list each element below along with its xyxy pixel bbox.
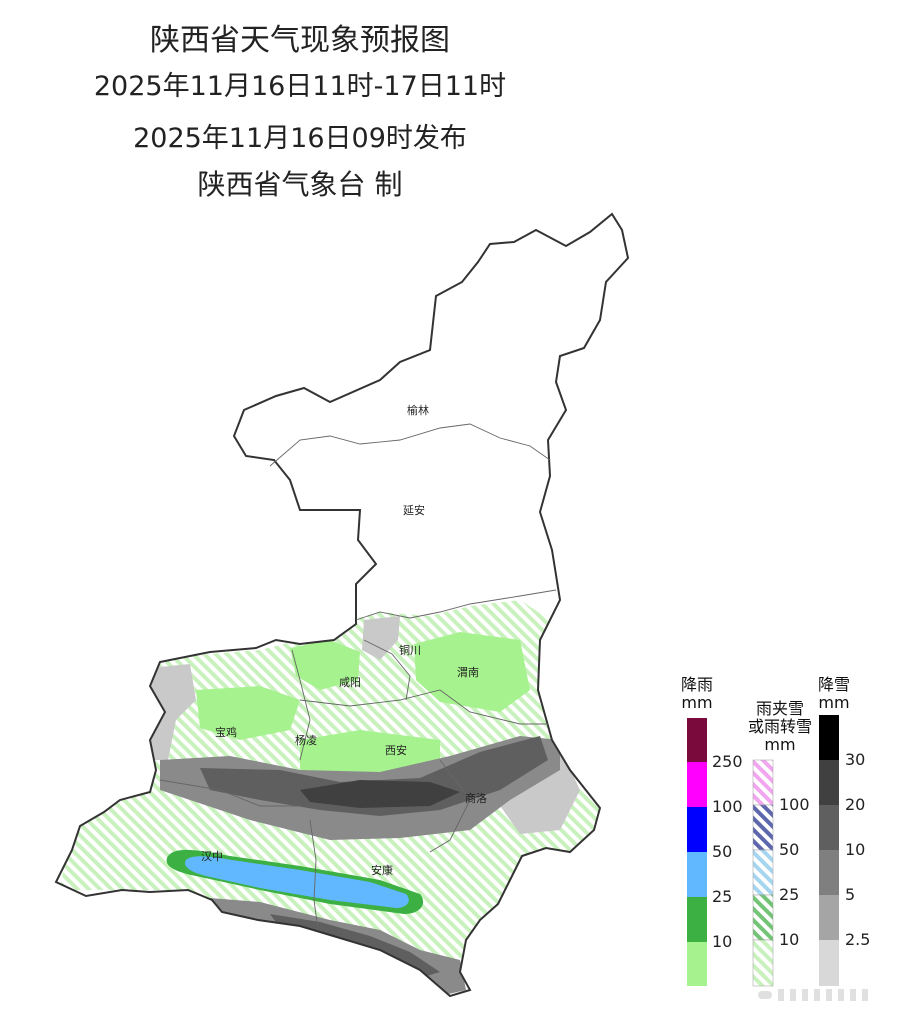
legend-sleet-title-line1: 雨夹雪 (755, 699, 804, 718)
legend-rain-swatch-base (687, 942, 707, 986)
legend-rain-label-50: 50 (712, 842, 732, 861)
legend-snow-title: 降雪 mm (814, 676, 854, 712)
legend-rain-label-25: 25 (712, 887, 732, 906)
legend-sleet-title: 雨夹雪 或雨转雪 mm (740, 700, 820, 754)
legend-sleet-swatch-base (752, 939, 774, 987)
city-label-tongchuan: 铜川 (399, 643, 421, 657)
rain-10-area-baoji (196, 686, 300, 740)
city-label-baoji: 宝鸡 (215, 725, 237, 739)
legend-snow-unit: mm (818, 693, 850, 712)
legend-sleet-label-25: 25 (779, 885, 799, 904)
legend-rain-label-100: 100 (712, 797, 743, 816)
city-label-shangluo: 商洛 (465, 791, 487, 805)
city-label-yangling: 杨凌 (295, 733, 317, 747)
legend-sleet: 100 50 25 10 (752, 759, 810, 987)
city-labels: 榆林 延安 铜川 咸阳 渭南 宝鸡 杨凌 西安 商洛 汉中 安康 (201, 403, 487, 877)
legend-snow-swatch-30plus (819, 715, 839, 760)
legend-sleet-swatch-100plus (752, 759, 774, 806)
legend-snow-swatch-10 (819, 805, 839, 850)
city-label-hanzhong: 汉中 (201, 850, 223, 863)
rain-10-area-north (290, 640, 360, 690)
legend-snow-label-30: 30 (845, 750, 865, 769)
legend-sleet-label-100: 100 (779, 795, 810, 814)
issuer: 陕西省气象台 制 (197, 168, 403, 201)
legend-sleet-swatch-50 (752, 804, 774, 851)
map-title-block: 陕西省天气现象预报图 2025年11月16日11时-17日11时 2025年11… (0, 18, 600, 208)
prefecture-boundaries (159, 423, 557, 931)
forecast-period: 2025年11月16日11时-17日11时 (93, 71, 507, 102)
legend-snow-label-10: 10 (845, 840, 865, 859)
city-label-xianyang: 咸阳 (339, 676, 361, 689)
legend-sleet-unit: mm (764, 735, 796, 754)
snow-2.5-area-west (150, 664, 196, 760)
legend-snow: 30 20 10 5 2.5 (819, 715, 870, 986)
rain-50-core (184, 856, 409, 908)
legend-rain-swatch-250plus (687, 718, 707, 762)
legend-rain-swatch-10 (687, 897, 707, 942)
legend-snow-swatch-20 (819, 760, 839, 805)
snow-2.5-area-north (362, 616, 400, 660)
city-label-yulin: 榆林 (407, 403, 429, 417)
snow-20-core (300, 780, 460, 808)
snow-10-band (200, 736, 548, 816)
legend-snow-swatch-5 (819, 850, 839, 895)
legend-rain-swatch-25 (687, 852, 707, 897)
issue-time: 2025年11月16日09时发布 (133, 123, 467, 154)
city-label-weinan: 渭南 (457, 666, 479, 679)
legend-snow-label-2.5: 2.5 (845, 930, 870, 949)
legend-rain-swatch-50 (687, 807, 707, 852)
legend-sleet-label-10: 10 (779, 930, 799, 949)
legend-snow-label-20: 20 (845, 795, 865, 814)
map-title: 陕西省天气现象预报图 (150, 23, 450, 58)
city-label-yanan: 延安 (403, 503, 425, 517)
legend-sleet-label-50: 50 (779, 840, 799, 859)
legend-rain-label-10: 10 (712, 932, 732, 951)
precipitation-areas (60, 600, 600, 996)
legend-rain-title: 降雨 mm (680, 676, 714, 712)
legend-sleet-title-line2: 或雨转雪 (747, 717, 812, 736)
city-label-ankang: 安康 (371, 863, 393, 877)
watermark-logo (758, 989, 868, 1001)
legend-snow-label-5: 5 (845, 885, 855, 904)
legend-sleet-swatch-25 (752, 849, 774, 896)
legend-rain-label-250: 250 (712, 752, 743, 771)
city-label-xian: 西安 (385, 743, 407, 757)
legend-rain-swatch-100 (687, 762, 707, 807)
legend-snow-title-text: 降雪 (817, 675, 850, 694)
legend-rain-title-text: 降雨 (680, 675, 713, 694)
legend-rain-unit: mm (681, 693, 713, 712)
legend-snow-swatch-base (819, 940, 839, 986)
legend-sleet-swatch-10 (752, 894, 774, 941)
legend-snow-swatch-2.5 (819, 895, 839, 940)
legend-rain: 250 100 50 25 10 (687, 718, 743, 986)
